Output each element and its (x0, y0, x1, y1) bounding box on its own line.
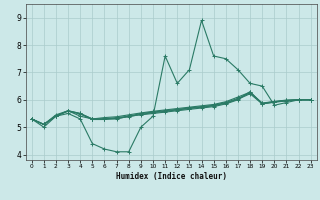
X-axis label: Humidex (Indice chaleur): Humidex (Indice chaleur) (116, 172, 227, 181)
